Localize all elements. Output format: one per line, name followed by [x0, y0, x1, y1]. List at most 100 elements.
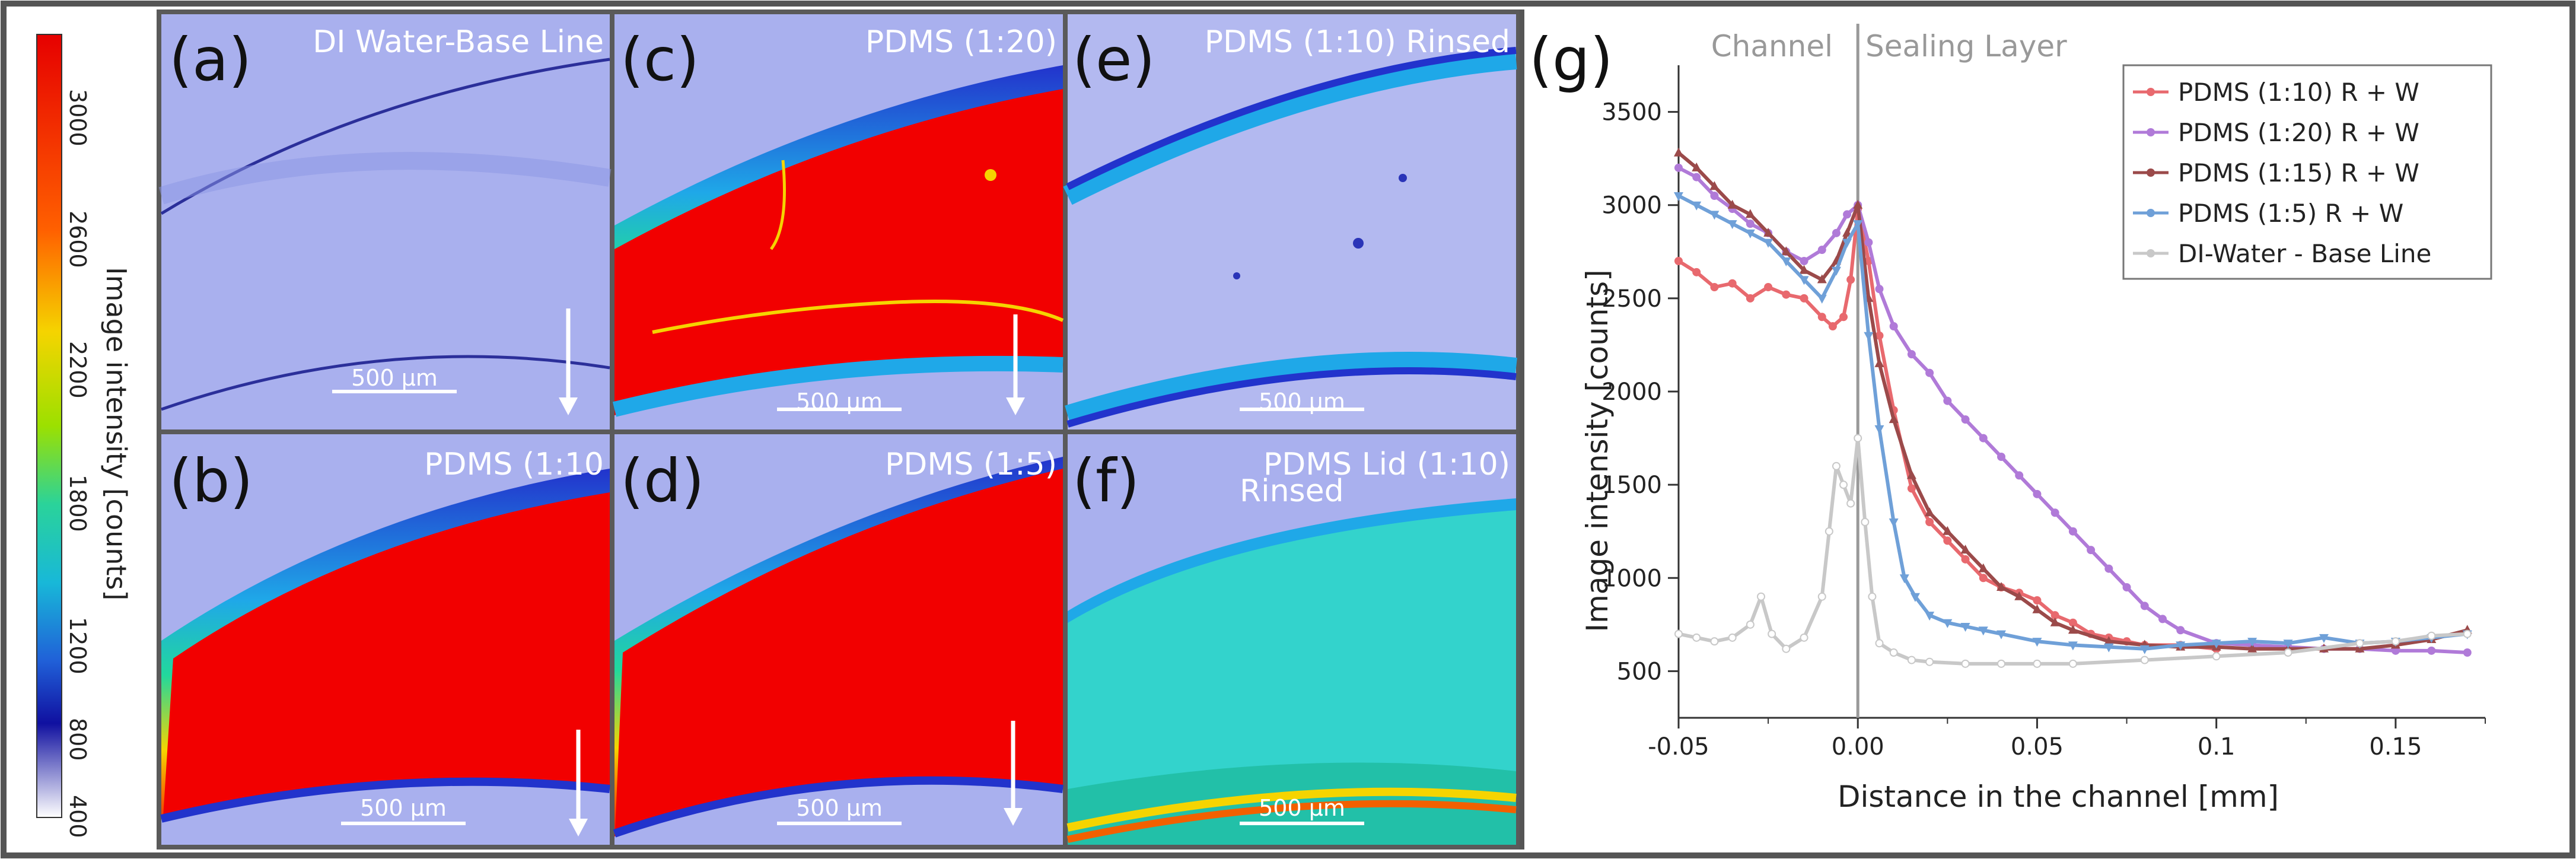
- legend-marker: [2147, 249, 2155, 257]
- x-tick-label: 0.1: [2198, 733, 2236, 761]
- data-point: [1961, 415, 1970, 424]
- data-point: [2104, 564, 2113, 573]
- data-point: [2355, 639, 2364, 648]
- data-point: [1899, 574, 1909, 584]
- data-point: [1925, 612, 1935, 621]
- data-point: [2247, 638, 2257, 647]
- data-point: [1746, 294, 1755, 303]
- legend: [2122, 64, 2492, 280]
- colorbar: 3000 2600 2200 1800 1200 800 400 Image i…: [36, 34, 132, 838]
- data-point: [1692, 162, 1702, 171]
- panel-label-d: (d): [620, 446, 705, 516]
- data-point: [1843, 210, 1852, 219]
- data-point: [2104, 636, 2114, 645]
- colorbar-tick: 400: [65, 795, 91, 838]
- data-point: [2068, 618, 2077, 627]
- data-point: [1781, 257, 1791, 266]
- panel-title-e: PDMS (1:10) Rinsed: [1205, 24, 1510, 60]
- data-point: [2068, 659, 2077, 668]
- panel-label-a: (a): [169, 25, 251, 94]
- legend-marker: [2147, 88, 2155, 96]
- data-point: [1889, 518, 1899, 527]
- data-point: [1832, 462, 1841, 470]
- data-point: [2247, 643, 2257, 653]
- data-point: [2463, 629, 2472, 638]
- scale-bar-c: 500 µm: [796, 389, 883, 415]
- data-point: [1868, 592, 1877, 601]
- data-point: [1875, 285, 1884, 294]
- y-tick-label: 1000: [1601, 565, 1662, 592]
- data-point: [1817, 592, 1826, 601]
- legend-marker: [2147, 168, 2155, 177]
- y-tick-label: 3000: [1601, 192, 1662, 219]
- panel-label-e: (e): [1072, 25, 1155, 94]
- data-point: [2319, 634, 2329, 643]
- data-point: [1925, 507, 1935, 517]
- data-point: [2014, 591, 2024, 600]
- data-point: [1709, 211, 1720, 220]
- data-point: [1768, 629, 1776, 638]
- data-point: [1979, 434, 1988, 443]
- data-point: [2050, 611, 2059, 620]
- data-point: [1854, 434, 1862, 443]
- panel-title-b: PDMS (1:10: [424, 447, 604, 482]
- data-point: [2212, 652, 2221, 661]
- colorbar-gradient: [36, 34, 62, 818]
- data-point: [1997, 453, 2005, 461]
- data-point: [2068, 641, 2078, 651]
- data-point: [2032, 604, 2042, 613]
- data-point: [2033, 659, 2042, 668]
- data-point: [1799, 276, 1809, 285]
- data-point: [1817, 274, 1827, 284]
- data-point: [1943, 536, 1952, 545]
- data-point: [1817, 246, 1826, 254]
- data-point: [1842, 227, 1852, 237]
- x-tick-label: 0.15: [2369, 733, 2422, 761]
- data-point: [2176, 626, 2185, 635]
- data-point: [1799, 265, 1809, 274]
- x-tick-label: -0.05: [1648, 733, 1709, 761]
- data-point: [1889, 322, 1898, 330]
- data-point: [1674, 629, 1683, 638]
- data-point: [2427, 631, 2436, 640]
- series-line: [1677, 151, 2468, 651]
- data-point: [1800, 257, 1808, 265]
- data-point: [1839, 313, 1848, 322]
- panel-d: (d) PDMS (1:5) 500 µm: [613, 434, 1063, 845]
- data-point: [2033, 489, 2042, 498]
- data-point: [1853, 199, 1863, 209]
- data-point: [1943, 396, 1952, 405]
- data-point: [1764, 283, 1773, 291]
- data-point: [1781, 246, 1791, 256]
- panel-f: (f) PDMS Lid (1:10) Rinsed 500 µm: [1066, 434, 1517, 845]
- data-point: [1817, 294, 1827, 304]
- data-point: [1979, 574, 1988, 583]
- data-point: [1727, 199, 1737, 209]
- legend-label: PDMS (1:20) R + W: [2178, 118, 2419, 147]
- data-point: [2068, 527, 2077, 536]
- data-point: [1757, 592, 1766, 601]
- data-point: [1746, 219, 1755, 228]
- data-point: [1831, 266, 1841, 276]
- data-point: [1846, 499, 1855, 508]
- panel-title-c: PDMS (1:20): [865, 24, 1057, 60]
- y-tick-label: 1500: [1601, 472, 1662, 499]
- data-point: [2139, 645, 2150, 654]
- data-point: [1910, 593, 1920, 602]
- colorbar-tick: 2200: [65, 341, 91, 399]
- x-tick-label: 0.00: [1832, 733, 1884, 761]
- data-point: [1875, 639, 1884, 648]
- x-axis-label: Distance in the channel [mm]: [1838, 780, 2279, 814]
- panel-label-c: (c): [620, 25, 699, 94]
- data-point: [1728, 633, 1737, 642]
- region-label-channel: Channel: [1711, 29, 1833, 63]
- panel-b: (b) PDMS (1:10 500 µm: [160, 434, 610, 845]
- data-point: [1710, 192, 1719, 200]
- data-point: [2033, 596, 2042, 605]
- panel-label-g: (g): [1529, 25, 1613, 94]
- data-point: [1710, 637, 1719, 646]
- data-point: [1709, 181, 1720, 190]
- legend-label: PDMS (1:10) R + W: [2178, 78, 2419, 107]
